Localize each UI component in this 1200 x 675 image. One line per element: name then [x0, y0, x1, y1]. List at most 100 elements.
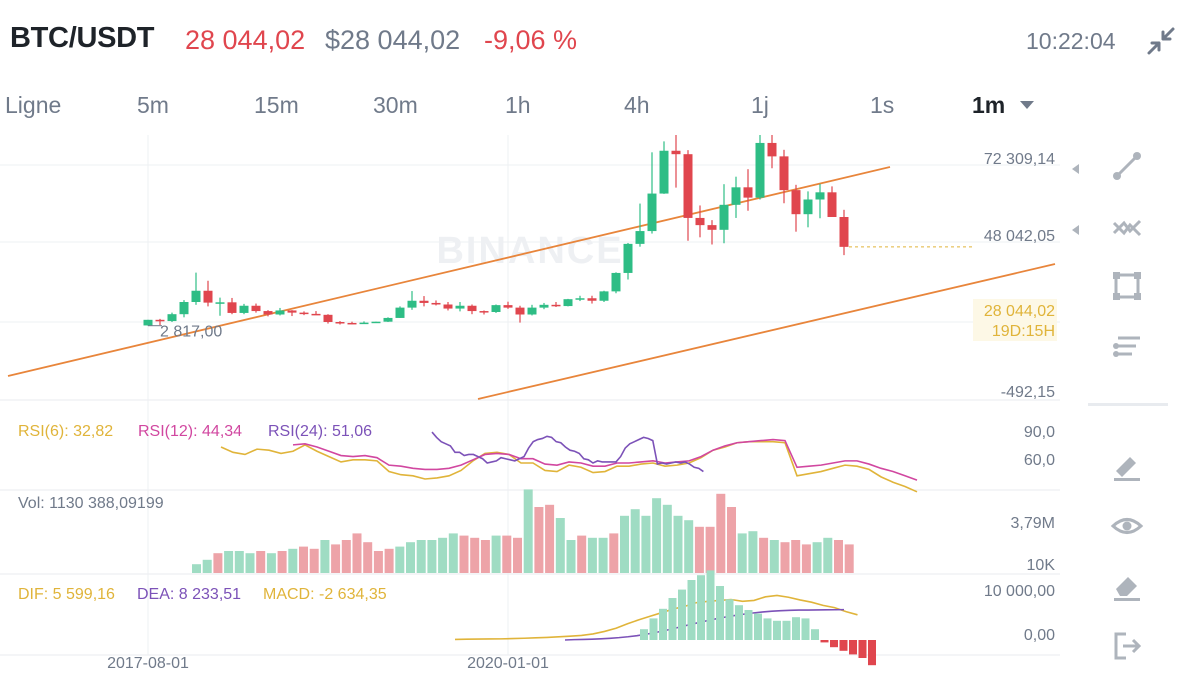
chevron-down-icon[interactable]	[1020, 101, 1034, 109]
macd-histogram-bar	[668, 598, 677, 640]
exit-icon[interactable]	[1110, 629, 1144, 663]
macd-histogram-bar	[754, 613, 762, 640]
pair-title[interactable]: BTC/USDT	[10, 22, 155, 54]
macd-histogram-bar	[773, 620, 781, 640]
candle	[491, 305, 501, 312]
candle	[815, 192, 825, 200]
tab-30m[interactable]: 30m	[373, 92, 418, 118]
price-change: -9,06 %	[484, 25, 578, 55]
candle	[467, 305, 477, 312]
macd-histogram-bar	[820, 640, 829, 643]
volume-bar	[705, 526, 715, 573]
volume-bar	[791, 540, 801, 573]
rectangle-icon[interactable]	[1110, 269, 1144, 303]
candle	[599, 291, 609, 301]
volume-label: Vol: 1130 388,09199	[18, 495, 164, 512]
candle	[347, 322, 357, 325]
candle	[719, 204, 729, 230]
expand-arrow-icon[interactable]	[1072, 164, 1079, 174]
candle	[443, 304, 453, 309]
tab-5m[interactable]: 5m	[137, 92, 169, 118]
candle	[239, 305, 249, 313]
volume-bar	[266, 553, 276, 573]
volume-bar	[502, 535, 512, 573]
candle	[275, 310, 285, 315]
candle	[383, 317, 393, 322]
volume-bar	[309, 548, 319, 573]
volume-bar	[406, 542, 415, 573]
macd-histogram-bar	[811, 629, 819, 640]
candle	[179, 302, 189, 315]
macd-histogram-bar	[678, 589, 686, 640]
usd-price: $28 044,02	[325, 25, 461, 55]
candle	[407, 300, 417, 308]
candle	[287, 310, 297, 313]
volume-bar	[427, 540, 437, 573]
candle	[419, 300, 429, 303]
candle	[575, 298, 585, 300]
macd-histogram-bar	[697, 575, 705, 640]
volume-bar	[448, 533, 458, 573]
header: BTC/USDT 28 044,02 $28 044,02 -9,06 % 10…	[0, 0, 1200, 80]
candle	[695, 217, 705, 226]
rsi12-label: RSI(12): 44,34	[138, 423, 242, 440]
macd-histogram-bar	[735, 605, 743, 640]
rsi-axis-label: 60,0	[1024, 452, 1055, 469]
chart-grid	[0, 135, 1060, 656]
volume-bar	[299, 546, 308, 573]
volume-bar	[727, 507, 736, 573]
candle	[359, 322, 369, 325]
candle	[323, 314, 333, 322]
interval-tabs: Ligne 5m 15m 30m 1h 4h 1j 1s 1m	[0, 92, 1060, 128]
tab-4h[interactable]: 4h	[624, 92, 650, 118]
candle	[671, 150, 681, 155]
volume-bar	[534, 507, 544, 573]
volume-bar	[224, 551, 234, 573]
candle	[647, 193, 657, 232]
macd-histogram-bar	[801, 618, 810, 640]
macd-histogram-bar	[839, 640, 848, 651]
macd-histogram-bar	[659, 608, 667, 640]
candle	[755, 142, 765, 198]
volume-panel: Vol: 1130 388,09199 3,79M 10K	[18, 489, 1055, 574]
volume-bar	[555, 518, 565, 573]
volume-bar	[823, 537, 833, 573]
brush-icon[interactable]	[1110, 449, 1144, 483]
macd-histogram-bar	[706, 570, 715, 640]
tab-1m[interactable]: 1m	[972, 92, 1006, 118]
collapse-icon[interactable]	[1146, 26, 1176, 56]
tab-line[interactable]: Ligne	[5, 92, 62, 118]
volume-axis-label: 3,79M	[1011, 515, 1055, 532]
candle	[791, 190, 801, 215]
clock: 10:22:04	[1026, 28, 1116, 54]
candle	[263, 311, 273, 315]
dif-line	[454, 594, 858, 641]
dea-label: DEA: 8 233,51	[137, 586, 241, 603]
volume-bar	[545, 504, 555, 573]
candle	[611, 272, 621, 292]
tab-1h[interactable]: 1h	[505, 92, 531, 118]
volume-bar	[769, 540, 779, 573]
candle	[311, 313, 321, 316]
eraser-icon[interactable]	[1110, 569, 1144, 603]
candle	[215, 302, 225, 304]
volume-bar	[694, 526, 704, 573]
candle	[635, 231, 645, 244]
rsi24-label: RSI(24): 51,06	[268, 423, 372, 440]
tab-1d[interactable]: 1j	[751, 92, 769, 118]
dif-label: DIF: 5 599,16	[18, 586, 115, 603]
expand-arrow-icon[interactable]	[1072, 225, 1079, 235]
fib-lines-icon[interactable]	[1110, 329, 1144, 363]
volume-bar	[630, 509, 640, 573]
drawing-toolbar	[1072, 135, 1200, 675]
candle	[563, 299, 573, 307]
candle	[335, 322, 345, 324]
trend-line-icon[interactable]	[1110, 149, 1144, 183]
tab-15m[interactable]: 15m	[254, 92, 299, 118]
candle	[503, 305, 513, 308]
eye-icon[interactable]	[1110, 509, 1144, 543]
candle	[551, 304, 561, 307]
tab-1w[interactable]: 1s	[870, 92, 895, 118]
multi-line-icon[interactable]	[1110, 209, 1144, 243]
